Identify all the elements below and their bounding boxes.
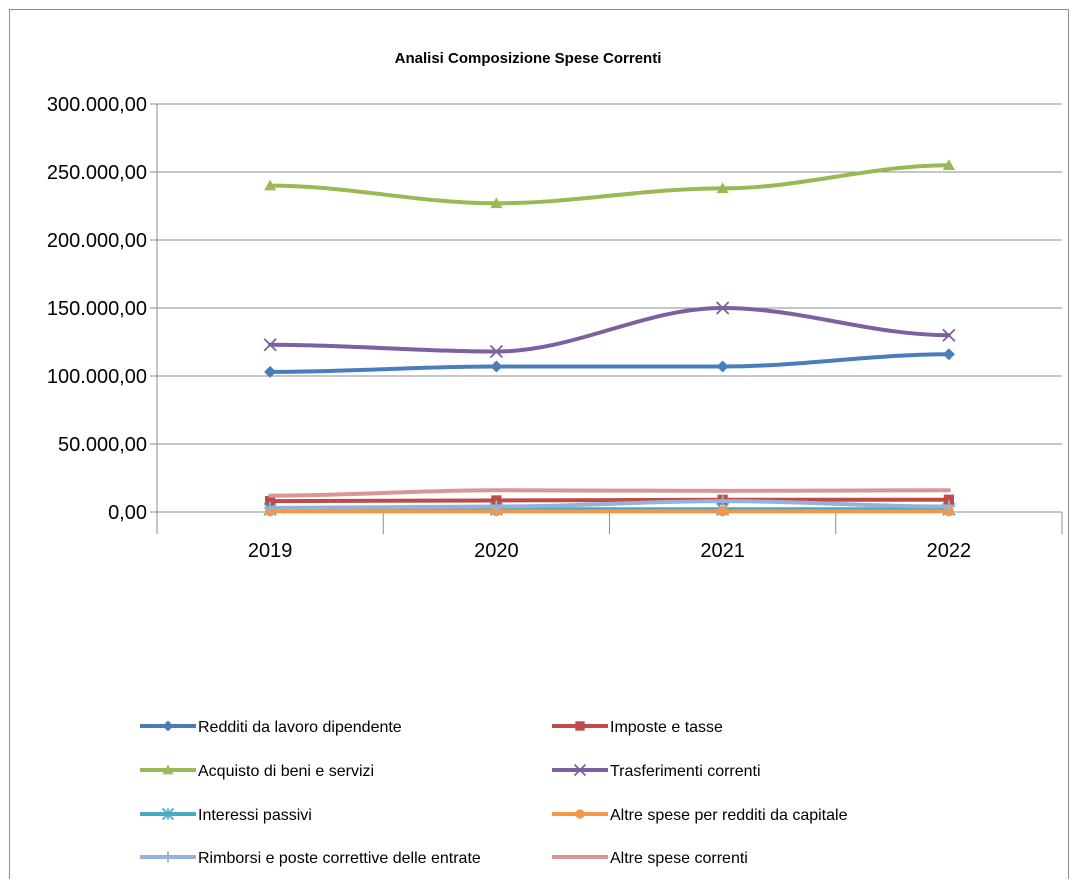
series-7 [268,488,951,498]
data-point [264,179,277,191]
legend-item: Trasferimenti correnti [552,763,761,780]
legend-label: Altre spese correnti [610,850,748,867]
legend-item: Redditi da lavoro dipendente [140,719,402,736]
legend-item: Altre spese correnti [552,850,748,867]
series-line [268,488,951,498]
data-point [575,809,585,819]
series-3 [263,301,956,359]
data-point [162,720,174,732]
data-point [162,764,174,775]
series-0 [264,348,955,378]
data-point [573,763,587,777]
axes: 0,00 50.000,00 100.000,00 150.000,00 200.000… [47,94,1063,562]
x-tick-label: 2020 [474,540,519,562]
data-point [942,159,955,170]
data-point [716,182,729,194]
data-point [716,360,729,373]
legend-item: Acquisto di beni e servizi [140,763,374,780]
data-point [942,328,956,342]
data-point [489,344,504,359]
series-6 [264,495,955,514]
y-tick-label: 100.000,00 [47,366,147,388]
data-point [491,495,502,506]
y-tick-label: 50.000,00 [58,434,147,456]
legend-item: Imposte e tasse [552,719,723,736]
legend-label: Acquisto di beni e servizi [198,763,374,780]
data-point [942,348,955,361]
data-point [490,360,503,373]
data-point [575,721,585,731]
data-point [161,807,175,821]
legend-item: Rimborsi e poste correttive delle entrat… [140,850,481,867]
series-2 [264,159,955,209]
x-tick-label: 2019 [248,540,293,562]
data-point [942,500,955,513]
legend-label: Interessi passivi [198,807,312,824]
data-point [263,338,277,352]
data-point [265,496,276,507]
legend-label: Trasferimenti correnti [610,763,761,780]
legend-label: Altre spese per redditi da capitale [610,807,848,824]
data-point [716,495,729,508]
data-point [162,851,174,863]
legend-item: Interessi passivi [140,807,312,824]
y-tick-label: 150.000,00 [47,298,147,320]
data-point [490,197,503,209]
data-point [715,301,730,315]
data-point [264,501,277,514]
data-point [717,506,728,517]
data-point [490,500,503,513]
legend-label: Redditi da lavoro dipendente [198,719,402,736]
y-tick-label: 0,00 [108,502,147,524]
legend-label: Rimborsi e poste correttive delle entrat… [198,850,481,867]
series-line [268,499,951,510]
y-tick-label: 300.000,00 [47,94,147,116]
series-line [268,163,951,206]
y-tick-label: 250.000,00 [47,162,147,184]
data-point [264,365,277,378]
data-point [943,494,954,505]
series-line [268,306,951,354]
series-line [268,352,951,374]
series-lines [263,159,956,517]
x-tick-label: 2022 [927,540,972,562]
series-line [268,497,951,504]
y-tick-label: 200.000,00 [47,230,147,252]
legend: Redditi da lavoro dipendente Imposte e ta… [140,719,848,867]
chart-title: Analisi Composizione Spese Correnti [395,50,662,67]
legend-item: Altre spese per redditi da capitale [552,807,848,824]
x-tick-label: 2021 [700,540,745,562]
legend-label: Imposte e tasse [610,719,723,736]
